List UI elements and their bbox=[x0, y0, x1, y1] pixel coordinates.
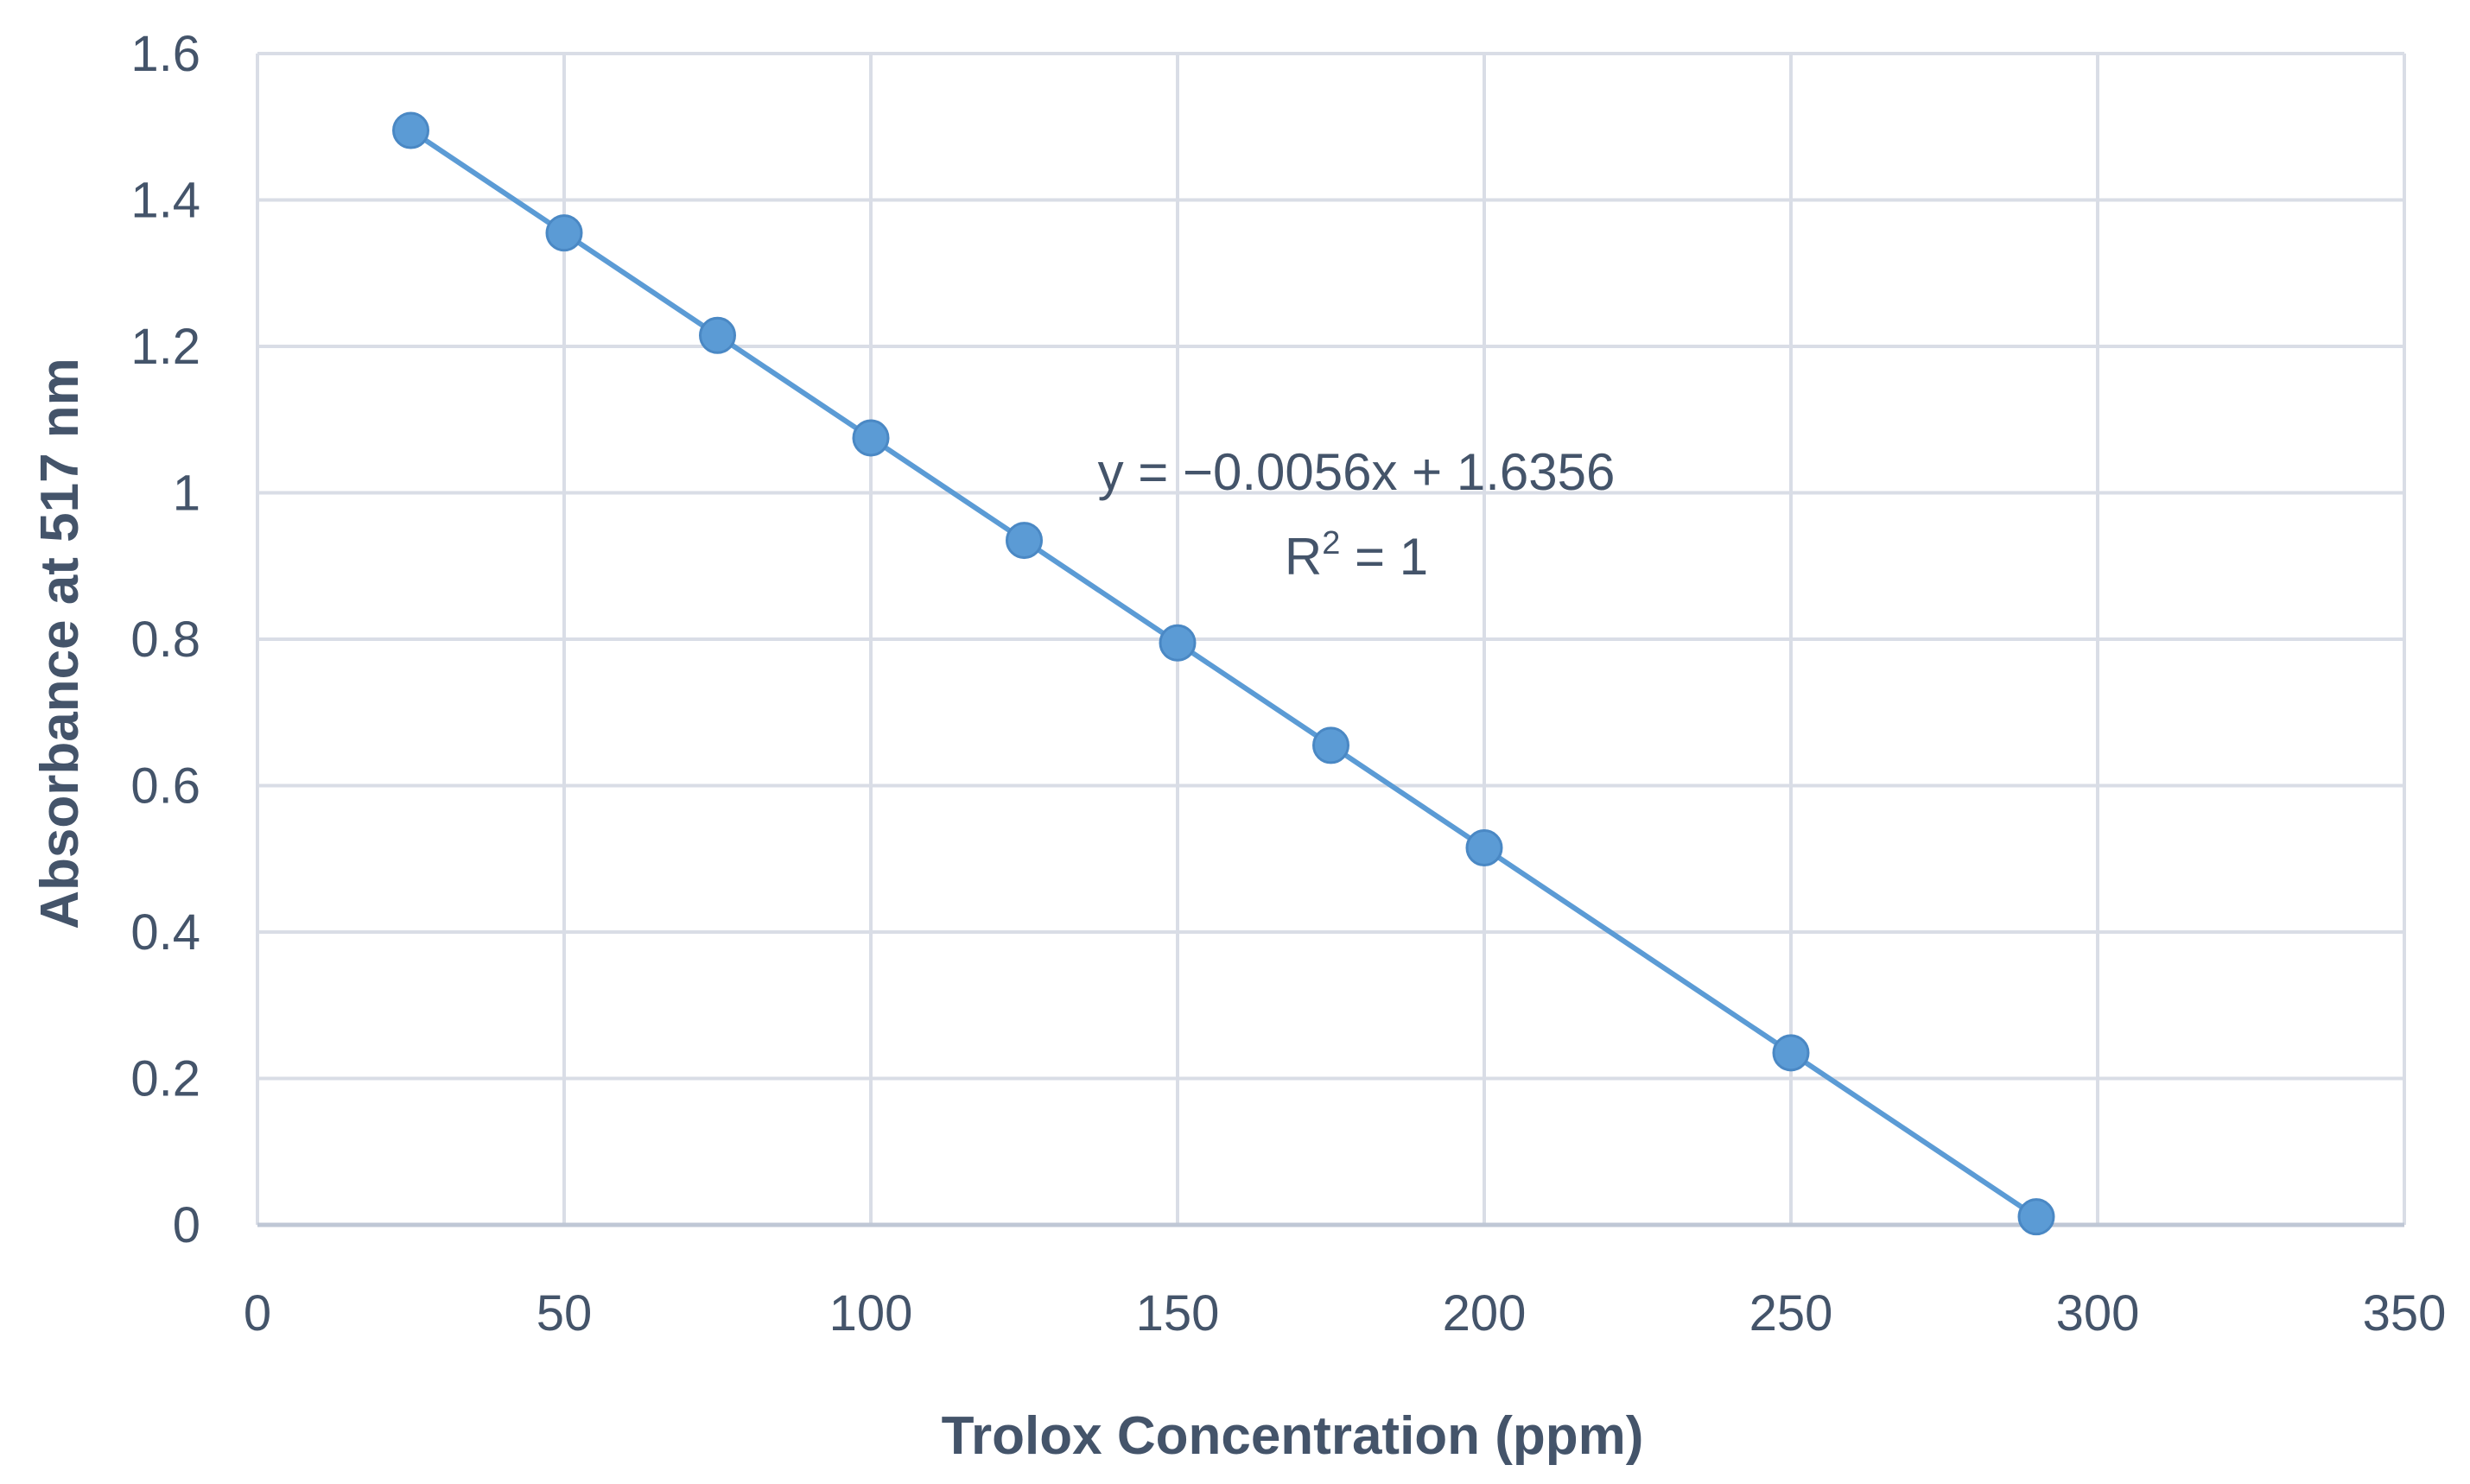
y-tick-label: 1.2 bbox=[130, 319, 200, 375]
y-tick-label: 1 bbox=[173, 466, 200, 522]
data-point bbox=[545, 214, 583, 252]
r-squared-superscript: 2 bbox=[1322, 525, 1340, 561]
trendline bbox=[409, 128, 2038, 1220]
x-tick-label: 0 bbox=[244, 1285, 271, 1341]
data-point bbox=[1159, 624, 1197, 662]
x-tick-label: 150 bbox=[1136, 1285, 1220, 1341]
trendline-layer bbox=[409, 128, 2038, 1220]
data-point bbox=[852, 419, 890, 457]
x-tick-label: 250 bbox=[1749, 1285, 1833, 1341]
x-axis-title: Trolox Concentration (ppm) bbox=[942, 1406, 1644, 1466]
y-tick-label: 0.8 bbox=[130, 612, 200, 668]
y-axis-title: Absorbance at 517 nm bbox=[30, 358, 90, 929]
y-tick-label: 0.6 bbox=[130, 758, 200, 815]
data-point bbox=[1312, 726, 1349, 764]
y-tick-label: 0.4 bbox=[130, 904, 200, 961]
data-point bbox=[1465, 829, 1503, 867]
equation-annotation: y = −0.0056x + 1.6356 bbox=[1098, 443, 1616, 501]
x-tick-label: 350 bbox=[2363, 1285, 2447, 1341]
x-tick-label: 50 bbox=[537, 1285, 593, 1341]
x-tick-label: 200 bbox=[1443, 1285, 1527, 1341]
data-point bbox=[1006, 522, 1043, 560]
y-tick-label: 0.2 bbox=[130, 1051, 200, 1107]
data-point bbox=[392, 111, 429, 149]
y-tick-label: 1.4 bbox=[130, 173, 200, 229]
y-tick-label: 0 bbox=[173, 1197, 200, 1253]
data-point bbox=[699, 316, 736, 354]
r-squared-annotation: R2 = 1 bbox=[1285, 525, 1428, 586]
data-point bbox=[1772, 1034, 1810, 1072]
x-tick-label: 300 bbox=[2056, 1285, 2140, 1341]
r-squared-suffix: = 1 bbox=[1340, 528, 1428, 586]
r-squared-prefix: R bbox=[1285, 528, 1322, 586]
tick-labels: 0 0.2 0.4 0.6 0.8 1 1.2 1.4 1.6 0 50 100 150 200 250 30… bbox=[130, 26, 2446, 1341]
x-tick-label: 100 bbox=[829, 1285, 913, 1341]
y-tick-label: 1.6 bbox=[130, 26, 200, 82]
data-point bbox=[2017, 1198, 2055, 1236]
data-points bbox=[392, 111, 2055, 1236]
grid-layer bbox=[256, 52, 2406, 1225]
